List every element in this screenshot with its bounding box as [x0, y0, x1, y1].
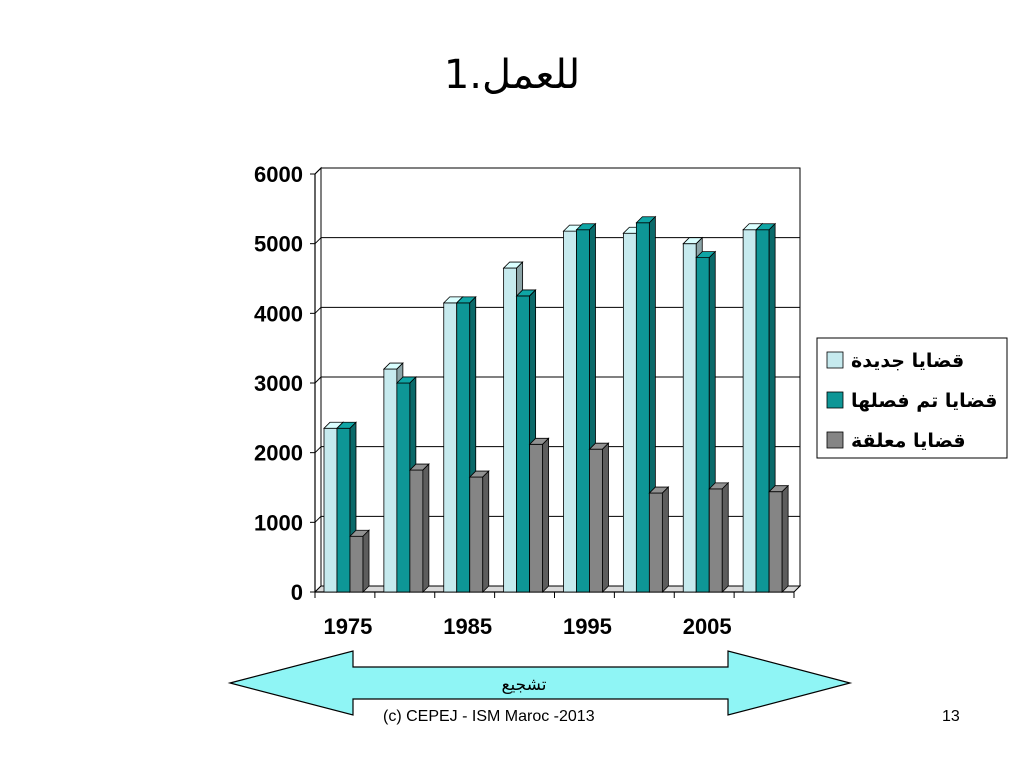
bar-front: [409, 469, 424, 593]
y-tick-label: 6000: [254, 162, 303, 187]
bar-front: [768, 491, 783, 593]
page-number: 13: [942, 708, 960, 725]
y-tick-label: 0: [291, 580, 303, 605]
bar-front: [323, 427, 338, 593]
x-tick-label: 1995: [563, 614, 612, 639]
gridline-depth: [314, 167, 322, 175]
gridline-depth: [314, 515, 322, 523]
bar-front: [755, 229, 770, 593]
bar-front: [682, 243, 697, 593]
gridline-depth: [314, 237, 322, 245]
bar-front: [742, 229, 757, 593]
legend-swatch: [826, 431, 844, 449]
gridline-depth: [314, 306, 322, 314]
footer-text: (c) CEPEJ - ISM Maroc -2013: [383, 708, 595, 725]
bar: [349, 529, 370, 593]
bar-front: [576, 229, 590, 593]
bar-front: [516, 295, 531, 593]
legend-swatch: [826, 351, 844, 369]
bar-front: [529, 443, 544, 593]
legend-label: قضايا معلقة: [851, 430, 966, 452]
legend-label: قضايا تم فصلها: [851, 390, 997, 412]
x-tick-label: 2005: [683, 614, 732, 639]
bar-front: [503, 267, 518, 593]
legend-label: قضايا جديدة: [851, 350, 964, 372]
legend-box: [816, 337, 1008, 459]
legend-swatch: [826, 391, 844, 409]
bars: [323, 215, 790, 593]
legend: قضايا جديدة قضايا تم فصلها قضايا معلقة: [816, 337, 1008, 459]
bar: [408, 463, 430, 593]
x-tick-label: 1975: [323, 614, 372, 639]
arrow-label: تشجيع: [501, 675, 546, 695]
bar: [588, 442, 610, 593]
bar-front: [589, 448, 603, 593]
bar-side: [602, 442, 609, 593]
bar-front: [336, 427, 351, 593]
bar-front: [695, 257, 710, 593]
tick-labels: 0 1000 2000 3000 4000 5000 6000 1975 1985 1995 200…: [254, 162, 732, 639]
y-tick-label: 2000: [254, 441, 303, 466]
bar-front: [635, 222, 650, 593]
double-arrow-shape: [227, 650, 853, 716]
y-tick-label: 5000: [254, 232, 303, 257]
bar-front: [469, 476, 484, 593]
gridline-depth: [314, 376, 322, 384]
x-tick-label: 1985: [443, 614, 492, 639]
bar: [648, 486, 670, 593]
slide-title-text: 1.للعمل: [443, 52, 581, 98]
bar-side: [721, 481, 729, 593]
bar-side: [362, 529, 370, 593]
bar-front: [622, 232, 637, 593]
bar-side: [542, 437, 550, 593]
bar-side: [482, 470, 490, 593]
bar-front: [563, 230, 577, 593]
bar-front: [383, 368, 398, 593]
bar-front: [708, 488, 723, 593]
bar-side: [781, 484, 789, 593]
bar-front: [456, 302, 471, 593]
bar-front: [349, 535, 364, 593]
y-tick-label: 4000: [254, 301, 303, 326]
bar: [468, 470, 490, 593]
y-tick-label: 1000: [254, 510, 303, 535]
slide-title: 1.للعمل: [0, 52, 1024, 98]
bar: [708, 481, 730, 593]
bar-front: [648, 492, 663, 593]
bar: [528, 437, 550, 593]
bar-side: [661, 486, 669, 593]
y-tick-label: 3000: [254, 371, 303, 396]
gridline-depth: [314, 446, 322, 454]
bar-side: [422, 463, 430, 593]
bar-front: [396, 382, 411, 593]
bar: [768, 484, 790, 593]
bar-front: [443, 302, 458, 593]
